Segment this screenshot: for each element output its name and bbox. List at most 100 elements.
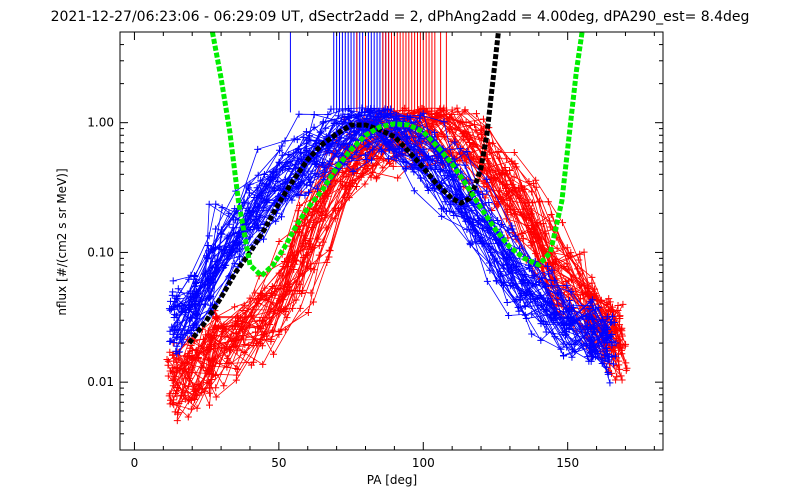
blue-data-point	[543, 298, 551, 306]
red-data-point	[346, 182, 354, 190]
blue-data-point	[353, 148, 361, 156]
red-data-point	[299, 286, 307, 294]
red-data-point	[257, 289, 265, 297]
red-data-point	[612, 376, 620, 384]
blue-data-point	[391, 153, 399, 161]
blue-data-point	[519, 276, 527, 284]
red-data-point	[203, 379, 211, 387]
x-tick-label: 100	[412, 456, 435, 470]
black-fit-curve	[187, 32, 501, 345]
blue-data-point	[604, 370, 612, 378]
blue-data-point	[304, 173, 312, 181]
blue-data-point	[463, 147, 471, 155]
blue-data-point	[347, 112, 355, 120]
blue-data-point	[375, 109, 383, 117]
blue-data-point	[565, 325, 573, 333]
red-data-point	[507, 211, 515, 219]
blue-data-point	[392, 113, 400, 121]
red-data-point	[618, 350, 626, 358]
red-data-point	[281, 326, 289, 334]
y-tick-label: 1.00	[87, 116, 114, 130]
blue-data-point	[254, 171, 262, 179]
blue-data-point	[606, 379, 614, 387]
blue-data-point	[483, 277, 491, 285]
blue-data-point	[169, 288, 177, 296]
red-data-point	[613, 335, 621, 343]
red-data-point	[389, 162, 397, 170]
red-data-point	[336, 177, 344, 185]
blue-data-point	[349, 168, 357, 176]
red-series-line	[177, 131, 626, 413]
red-data-point	[249, 306, 257, 314]
red-data-point	[233, 371, 241, 379]
red-data-point	[361, 180, 369, 188]
red-data-point	[533, 218, 541, 226]
blue-data-point	[181, 308, 189, 316]
blue-data-point	[186, 313, 194, 321]
red-data-point	[530, 179, 538, 187]
red-data-point	[495, 154, 503, 162]
red-data-point	[613, 354, 621, 362]
blue-data-point	[361, 151, 369, 159]
blue-data-point	[345, 105, 353, 113]
red-data-point	[484, 155, 492, 163]
blue-data-point	[399, 117, 407, 125]
blue-data-point	[544, 270, 552, 278]
red-data-point	[418, 104, 426, 112]
blue-data-point	[584, 353, 592, 361]
red-data-point	[211, 372, 219, 380]
blue-data-point	[583, 320, 591, 328]
blue-data-point	[456, 182, 464, 190]
red-data-point	[479, 115, 487, 123]
blue-data-point	[521, 302, 529, 310]
blue-data-point	[229, 216, 237, 224]
red-data-point	[203, 347, 211, 355]
red-data-point	[233, 347, 241, 355]
blue-data-point	[446, 207, 454, 215]
red-data-point	[427, 107, 435, 115]
red-data-point	[240, 301, 248, 309]
blue-data-point	[472, 238, 480, 246]
red-data-point	[574, 265, 582, 273]
red-data-point	[524, 221, 532, 229]
red-data-point	[292, 257, 300, 265]
blue-data-point	[486, 266, 494, 274]
blue-data-point	[438, 205, 446, 213]
red-series-line	[173, 140, 623, 410]
blue-data-point	[601, 321, 609, 329]
red-data-point	[313, 207, 321, 215]
blue-data-point	[170, 339, 178, 347]
blue-data-point	[327, 105, 335, 113]
blue-data-point	[508, 222, 516, 230]
red-data-point	[507, 194, 515, 202]
red-data-point	[506, 177, 514, 185]
blue-data-point	[319, 119, 327, 127]
red-data-point	[614, 307, 622, 315]
blue-data-point	[542, 320, 550, 328]
chart-title: 2021-12-27/06:23:06 - 06:29:09 UT, dSect…	[51, 9, 750, 25]
blue-data-point	[286, 158, 294, 166]
blue-data-point	[301, 191, 309, 199]
blue-data-point	[480, 217, 488, 225]
red-data-point	[315, 251, 323, 259]
red-data-point	[258, 317, 266, 325]
blue-data-point	[173, 342, 181, 350]
red-data-point	[290, 252, 298, 260]
blue-data-point	[253, 184, 261, 192]
blue-data-point	[276, 159, 284, 167]
blue-data-point	[320, 163, 328, 171]
red-data-point	[166, 400, 174, 408]
red-data-point	[299, 258, 307, 266]
red-data-point	[368, 162, 376, 170]
red-data-point	[249, 342, 257, 350]
red-data-point	[181, 395, 189, 403]
blue-data-point	[528, 267, 536, 275]
blue-data-point	[212, 200, 220, 208]
red-data-point	[220, 345, 228, 353]
blue-data-point	[387, 109, 395, 117]
blue-data-point	[608, 331, 616, 339]
red-data-point	[597, 296, 605, 304]
blue-data-point	[477, 233, 485, 241]
red-data-point	[470, 139, 478, 147]
red-data-point	[184, 397, 192, 405]
